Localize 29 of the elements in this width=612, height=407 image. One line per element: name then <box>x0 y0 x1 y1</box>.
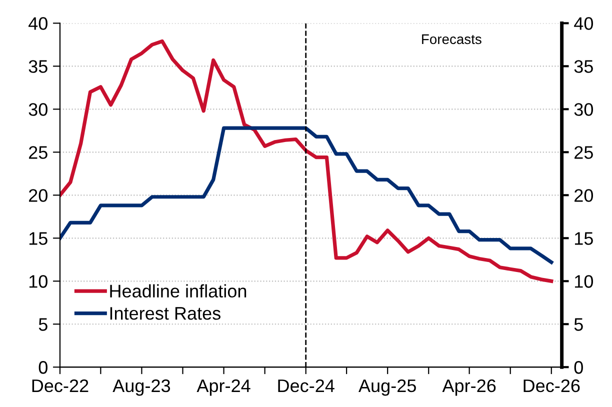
y-tick-label: 35 <box>28 60 48 73</box>
x-tick-label: Apr-26 <box>442 379 496 396</box>
y-tick-label: 20 <box>29 189 48 202</box>
x-tick-label: Aug-23 <box>112 379 170 396</box>
y2-tick-label: 35 <box>574 60 593 73</box>
y-tick-label: 0 <box>38 361 48 374</box>
x-tick-label: Dec-26 <box>524 379 580 392</box>
y-tick-label: 10 <box>29 275 48 288</box>
y2-tick-label: 5 <box>574 318 583 331</box>
y2-tick-label: 40 <box>574 17 593 30</box>
y2-tick-label: 20 <box>574 189 593 202</box>
y2-tick-label: 0 <box>574 361 583 374</box>
y2-tick-label: 10 <box>575 275 593 288</box>
y-tick-label: 25 <box>29 146 48 159</box>
x-tick-label: Dec-22 <box>32 379 88 392</box>
x-tick-label: Aug-25 <box>358 379 416 396</box>
legend-label: Headline inflation <box>110 284 246 298</box>
x-tick-label: Dec-24 <box>278 379 334 392</box>
y-tick-label: 15 <box>29 232 48 245</box>
legend-label: Interest Rates <box>110 307 220 320</box>
y2-tick-label: 25 <box>574 146 593 159</box>
y2-tick-label: 15 <box>575 232 593 245</box>
y-tick-label: 30 <box>28 103 48 116</box>
annotation: Forecasts <box>422 34 482 44</box>
x-tick-label: Apr-24 <box>196 379 250 396</box>
y-tick-label: 5 <box>38 318 48 331</box>
line-series <box>60 126 554 264</box>
y-tick-label: 40 <box>28 17 48 30</box>
y2-tick-label: 30 <box>574 103 593 116</box>
